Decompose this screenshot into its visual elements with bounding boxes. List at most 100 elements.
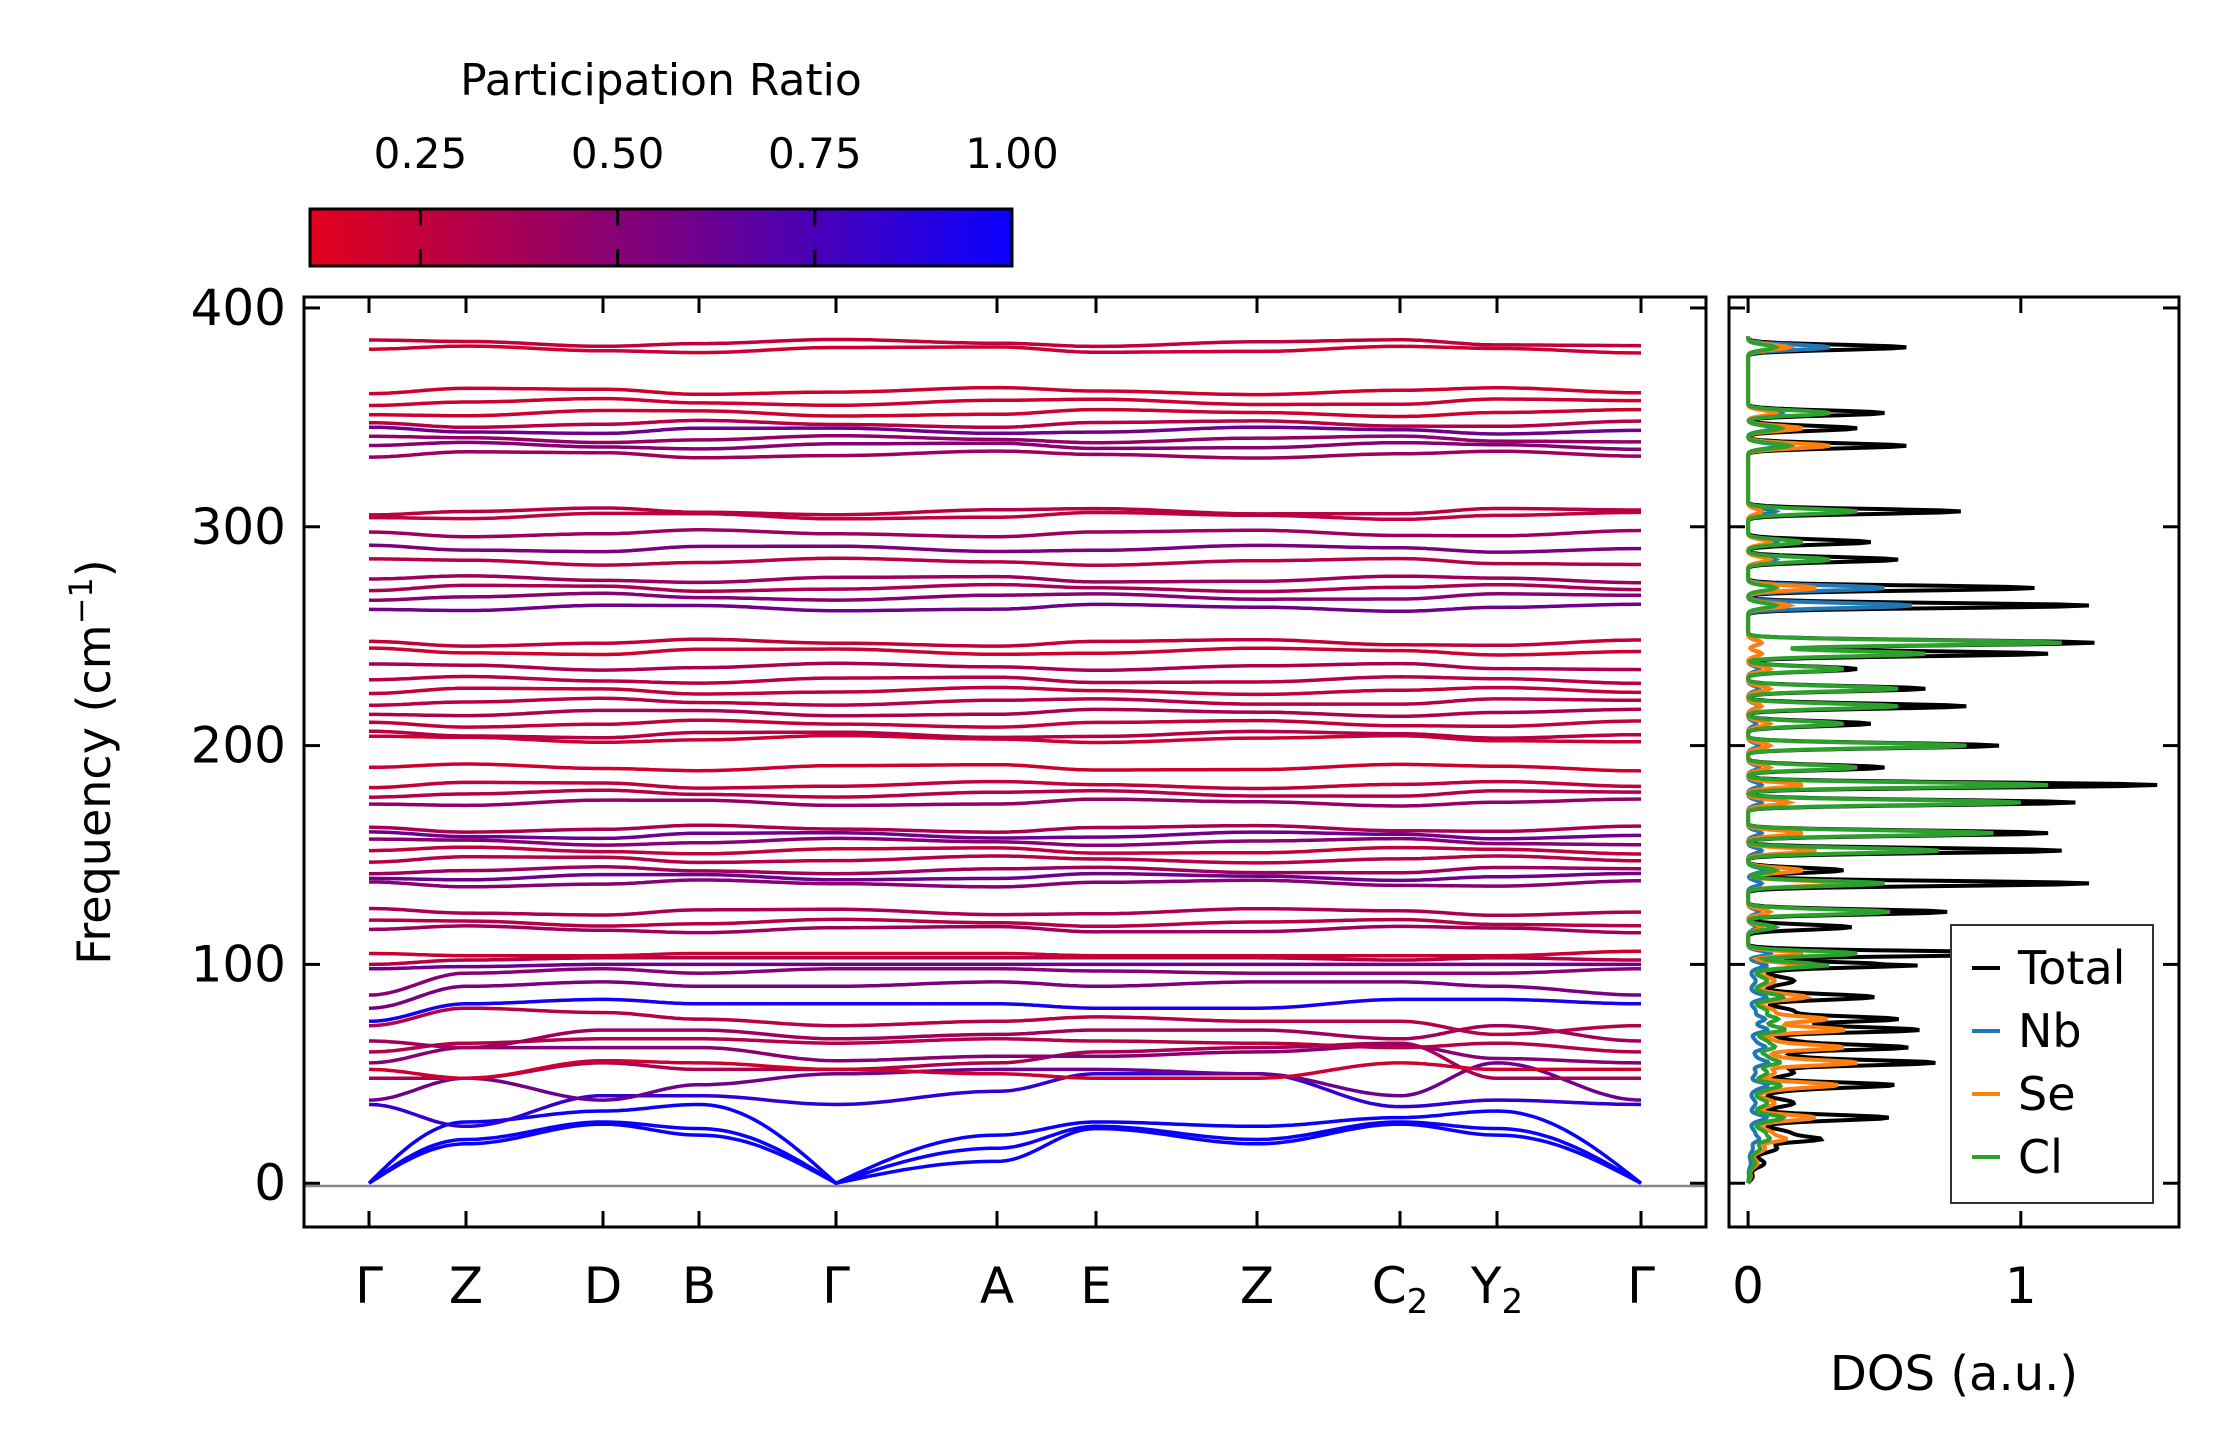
dos-legend: Total Nb Se Cl (1950, 924, 2154, 1204)
y-axis-label-close: ) (67, 559, 121, 577)
kpoint-label: Γ (355, 1257, 383, 1315)
colorbar-tick-label: 0.50 (571, 129, 665, 178)
kpoint-letter: B (682, 1257, 716, 1315)
phonon-band (369, 906, 1641, 918)
phonon-band (369, 967, 1641, 997)
phonon-band (369, 854, 1642, 865)
kpoint-letter: Γ (822, 1257, 850, 1315)
legend-label: Total (2017, 941, 2125, 995)
phonon-band (369, 1023, 1642, 1050)
y-tick-label: 100 (191, 935, 286, 993)
phonon-band (369, 344, 1642, 355)
phonon-band (369, 685, 1641, 697)
phonon-band (369, 797, 1642, 808)
kpoint-letter: Z (449, 1257, 483, 1315)
phonon-band (369, 788, 1641, 799)
y-axis-label-superscript: −1 (62, 577, 100, 624)
phonon-band (369, 674, 1642, 686)
y-tick-label: 400 (191, 279, 286, 337)
phonon-band (369, 637, 1641, 648)
phonon-band (368, 1058, 1641, 1080)
kpoint-letter: Z (1240, 1257, 1274, 1315)
y-tick-label: 0 (254, 1154, 286, 1212)
phonon-band (369, 830, 1641, 841)
phonon-band (368, 762, 1642, 773)
phonon-band (369, 779, 1641, 791)
colorbar-tick-label: 0.75 (768, 129, 862, 178)
phonon-band (369, 845, 1641, 856)
kpoint-label: B (682, 1257, 716, 1315)
phonon-band (369, 949, 1641, 958)
phonon-band (369, 865, 1641, 876)
phonon-band (369, 337, 1641, 349)
legend-label: Cl (2018, 1130, 2063, 1184)
phonon-band (369, 510, 1641, 522)
kpoint-letter: Γ (355, 1257, 383, 1315)
phonon-band (369, 956, 1641, 967)
phonon-band (369, 602, 1641, 613)
phonon-band (369, 696, 1641, 708)
kpoint-letter: C (1372, 1257, 1407, 1315)
dos-panel: 0 1 DOS (a.u.) Total Nb Se Cl (1727, 295, 2181, 1402)
dos-axes-frame (1727, 295, 2181, 1229)
phonon-band (368, 528, 1642, 539)
kpoint-subscript: 2 (1501, 1282, 1523, 1322)
phonon-band (369, 556, 1641, 567)
kpoint-subscript: 2 (1407, 1282, 1429, 1322)
phonon-band (369, 449, 1642, 460)
phonon-band (369, 591, 1641, 602)
phonon-band (367, 1102, 1643, 1186)
phonon-band (368, 997, 1641, 1024)
phonon-band (369, 878, 1641, 889)
phonon-band (369, 729, 1641, 740)
phonon-band (369, 823, 1641, 834)
phonon-band (369, 962, 1641, 971)
phonon-band (368, 1061, 1642, 1102)
kpoint-letter: A (980, 1257, 1014, 1315)
phonon-band (369, 425, 1641, 436)
phonon-band (369, 924, 1642, 935)
phonon-band (369, 396, 1641, 408)
kpoint-letter: D (584, 1257, 623, 1315)
kpoint-label: C2 (1372, 1257, 1429, 1322)
phonon-band (369, 407, 1641, 419)
kpoint-letter: Γ (1627, 1257, 1655, 1315)
phonon-band (369, 543, 1641, 554)
phonon-band (369, 385, 1642, 397)
phonon-band (369, 707, 1642, 719)
phonon-band (369, 440, 1641, 451)
y-tick-label: 200 (191, 717, 286, 775)
colorbar-tick-label: 1.00 (965, 129, 1059, 178)
phonon-band (369, 646, 1641, 657)
colorbar: Participation Ratio 0.25 0.50 0.75 1.00 (308, 55, 1059, 268)
phonon-band (369, 1037, 1641, 1054)
legend-label: Nb (2018, 1004, 2082, 1058)
phonon-band (368, 1043, 1641, 1065)
phonon-band (369, 574, 1641, 585)
phonon-band (367, 1120, 1642, 1186)
kpoint-label: Z (1240, 1257, 1274, 1315)
legend-label: Se (2018, 1067, 2076, 1121)
dos-curve-cl (1745, 336, 2062, 1184)
kpoint-label: D (584, 1257, 623, 1315)
colorbar-label: Participation Ratio (460, 55, 862, 106)
kpoint-label: Γ (822, 1257, 850, 1315)
phonon-band (369, 836, 1641, 848)
phonon-band (369, 433, 1641, 445)
kpoint-label: E (1080, 1257, 1112, 1315)
kpoint-label: A (980, 1257, 1014, 1315)
dos-x-axis-label: DOS (a.u.) (1830, 1346, 2078, 1402)
kpoint-label: Γ (1627, 1257, 1655, 1315)
phonon-band (369, 661, 1642, 673)
phonon-band (369, 506, 1641, 517)
phonon-band (368, 1122, 1642, 1186)
phonon-band (369, 582, 1641, 594)
kpoint-letter: E (1080, 1257, 1112, 1315)
phonon-band (368, 1006, 1641, 1037)
dos-x-tick-label: 0 (1732, 1257, 1764, 1315)
phonon-band (369, 871, 1642, 883)
phonon-band (369, 718, 1641, 729)
phonon-band (368, 980, 1641, 1010)
y-axis-label-main: Frequency (cm (67, 624, 121, 964)
